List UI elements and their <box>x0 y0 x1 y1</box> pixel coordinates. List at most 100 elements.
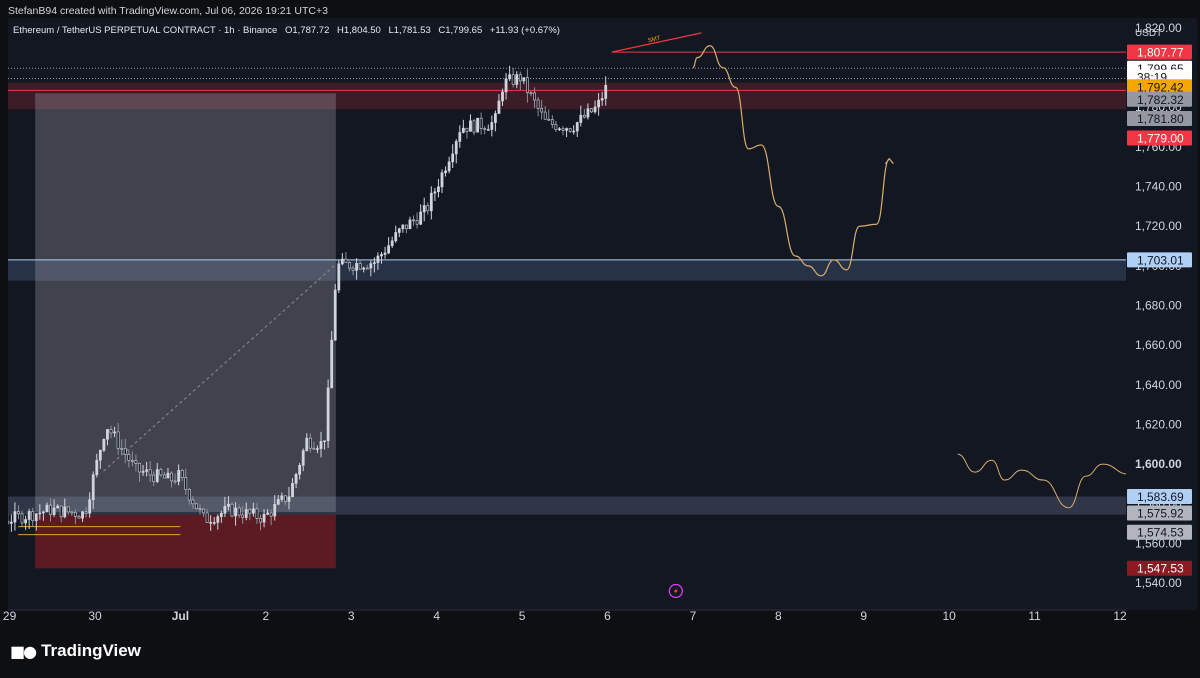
candle <box>173 473 177 485</box>
candle <box>497 93 501 114</box>
y-tick-label: 1,600.00 <box>1135 457 1182 471</box>
candle <box>526 69 529 103</box>
candle-body <box>141 471 145 473</box>
candle-body <box>31 511 35 522</box>
y-tick-label: 1,740.00 <box>1135 180 1182 194</box>
price-badge-bg <box>1127 489 1192 505</box>
candle <box>102 438 106 453</box>
candle-body <box>486 129 490 131</box>
candle <box>216 514 220 530</box>
supply-zone <box>8 82 1126 110</box>
candle-body <box>590 108 593 113</box>
x-tick-label: Jul <box>172 609 189 623</box>
candle-body <box>56 505 60 509</box>
candle-body <box>248 509 252 514</box>
candle <box>284 495 287 505</box>
candle <box>565 127 568 138</box>
candle-body <box>575 122 579 132</box>
candle <box>234 502 237 526</box>
tradingview-brand[interactable]: ■● TradingView <box>10 641 141 661</box>
candle <box>298 462 302 480</box>
candle <box>59 505 63 523</box>
symbol-name[interactable]: Ethereum / TetherUS PERPETUAL CONTRACT ·… <box>13 25 278 36</box>
candle-body <box>81 511 84 519</box>
candle <box>38 504 42 520</box>
candle <box>362 266 366 273</box>
candle <box>34 513 38 531</box>
candle-body <box>9 521 13 524</box>
candle <box>344 252 348 263</box>
candle <box>301 448 305 472</box>
x-tick-label: 6 <box>604 609 611 623</box>
candle-body <box>472 120 476 133</box>
candle-body <box>113 431 116 434</box>
candle-body <box>390 240 394 247</box>
price-badge: 1,792.42 <box>1127 79 1192 95</box>
price-badge-label: 1,792.42 <box>1137 80 1184 94</box>
candle <box>170 471 173 488</box>
candle <box>74 509 77 525</box>
candle <box>554 120 558 133</box>
candle-body <box>433 191 437 194</box>
candle-body <box>333 289 337 341</box>
candle <box>276 495 280 506</box>
candle <box>590 108 593 114</box>
candle <box>130 451 134 467</box>
ohlc-high: H1,804.50 <box>337 25 381 36</box>
x-tick-label: 4 <box>433 609 440 623</box>
x-tick-label: 8 <box>775 609 782 623</box>
x-tick-label: 11 <box>1028 609 1041 623</box>
candle <box>287 487 291 510</box>
candle-body <box>123 448 127 455</box>
price-badge-label: 1,703.01 <box>1137 253 1184 267</box>
candle-body <box>148 469 152 476</box>
candle <box>412 215 415 226</box>
candle <box>568 127 572 133</box>
candle-body <box>17 511 20 515</box>
candle-body <box>483 128 487 130</box>
candle-body <box>45 504 49 513</box>
candle-body <box>437 186 440 193</box>
candle <box>109 425 113 439</box>
candle <box>180 468 184 481</box>
candle-body <box>269 512 273 517</box>
candle-body <box>522 77 526 82</box>
candle <box>333 283 337 341</box>
candle <box>84 507 88 518</box>
y-tick-label: 1,720.00 <box>1135 219 1182 233</box>
lightning-bolt-icon <box>673 587 678 595</box>
candle-body <box>88 499 92 514</box>
candle-body <box>38 512 42 515</box>
candle-body <box>351 267 355 271</box>
price-badge: 1,583.69 <box>1127 489 1192 505</box>
candle <box>447 156 451 174</box>
candle <box>20 510 24 527</box>
x-tick-label: 10 <box>942 609 956 623</box>
candle <box>533 87 536 109</box>
projection-path-2 <box>957 453 1126 509</box>
creator-caption: StefanB94 created with TradingView.com, … <box>8 5 328 17</box>
candle-body <box>405 224 408 230</box>
candle <box>291 478 294 498</box>
candle-body <box>515 74 519 85</box>
candle <box>148 461 152 483</box>
candle <box>558 127 561 131</box>
candle-body <box>504 78 508 93</box>
candle-body <box>294 474 298 484</box>
price-badge-label: 1,575.92 <box>1137 506 1184 520</box>
ohlc-close: C1,799.65 <box>438 25 483 36</box>
candle <box>536 97 540 117</box>
candle-body <box>162 474 166 479</box>
candle <box>358 259 362 270</box>
candle <box>56 504 60 509</box>
projection-arrowhead <box>884 157 894 165</box>
candle <box>66 506 70 515</box>
plot-background <box>8 18 1126 610</box>
candle <box>415 212 419 229</box>
candle-body <box>212 522 216 524</box>
candle-body <box>34 513 38 522</box>
price-badge-bg <box>1127 91 1192 107</box>
candle-body <box>198 508 202 511</box>
candle <box>248 508 252 521</box>
